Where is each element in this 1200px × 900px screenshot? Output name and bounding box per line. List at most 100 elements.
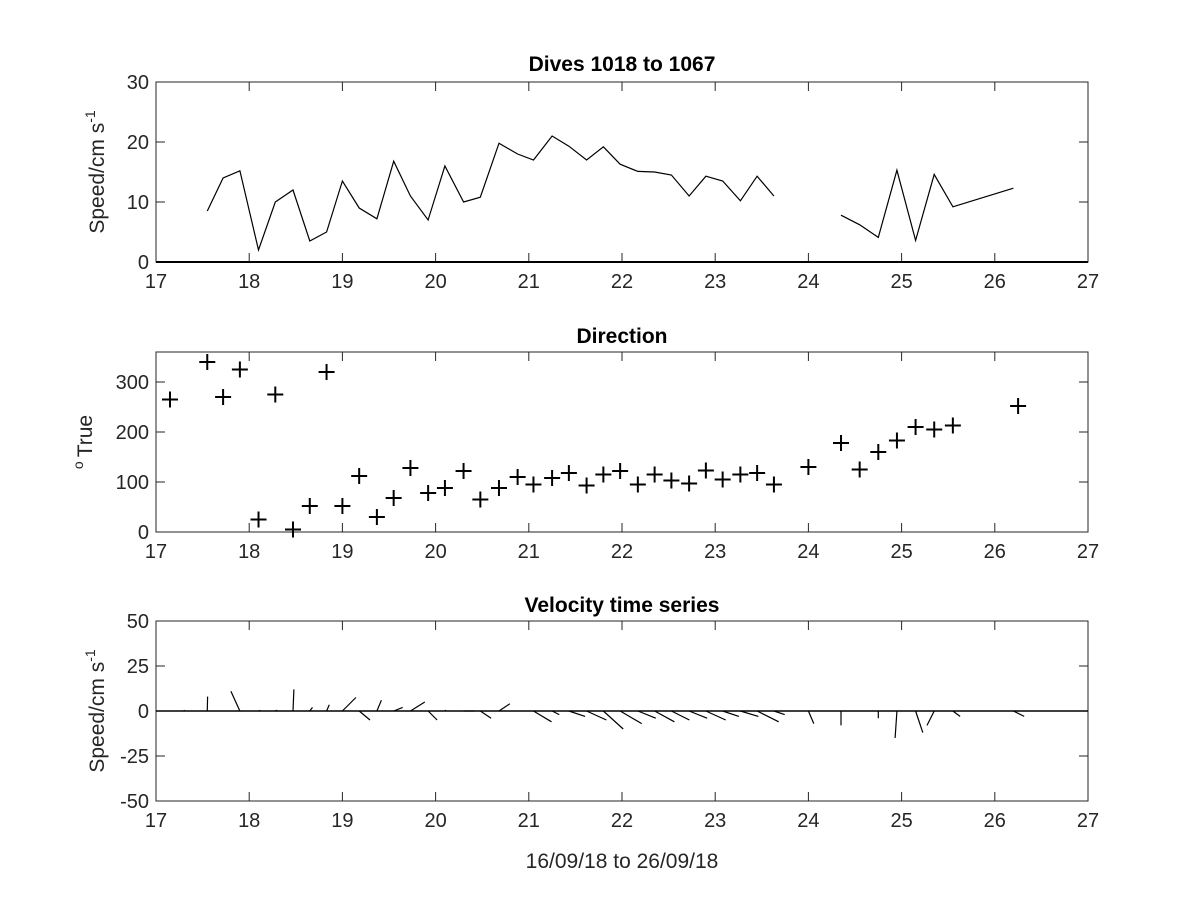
velocity-stick [410, 701, 426, 712]
velocity-x-tick-label: 21 [518, 810, 540, 832]
velocity-stick [619, 710, 643, 725]
speed-x-tick-label: 18 [238, 271, 260, 293]
velocity-x-tick-label: 18 [238, 810, 260, 832]
velocity-y-tick-label: 0 [138, 701, 149, 723]
direction-point [732, 466, 749, 483]
velocity-sticks [156, 689, 1088, 739]
velocity-stick [568, 710, 586, 717]
direction-ticks: 17 18 19 20 21 22 23 24 25 26 27 0 100 200 300 [116, 352, 1099, 563]
velocity-stick [807, 710, 815, 724]
velocity-stick [740, 710, 759, 717]
direction-y-tick-label: 200 [116, 422, 149, 444]
velocity-y-tick-label: -25 [120, 746, 149, 768]
direction-point [215, 389, 232, 405]
direction-point [161, 391, 178, 408]
speed-x-tick-label: 17 [145, 271, 167, 293]
direction-point [334, 498, 351, 514]
speed-x-tick-label: 26 [984, 271, 1006, 293]
direction-point [800, 459, 817, 475]
velocity-stick [309, 707, 313, 712]
velocity-x-tick-label: 19 [331, 810, 353, 832]
velocity-stick [258, 709, 261, 712]
direction-x-tick-label: 27 [1077, 541, 1099, 563]
direction-point [490, 480, 507, 496]
velocity-stick [602, 710, 624, 730]
direction-y-tick-label: 0 [138, 522, 149, 544]
direction-point [250, 511, 267, 528]
velocity-x-tick-label: 17 [145, 810, 167, 832]
speed-ticks: 17 18 19 20 21 22 23 24 25 26 27 0 10 20 30 [127, 72, 1099, 293]
direction-point [612, 463, 629, 479]
direction-point [385, 490, 402, 506]
direction-point [629, 476, 646, 493]
direction-point [368, 509, 385, 525]
speed-x-tick-label: 20 [424, 271, 446, 293]
velocity-stick [326, 704, 330, 712]
velocity-stick [480, 710, 492, 719]
direction-point [1010, 398, 1027, 414]
velocity-stick [1013, 710, 1025, 717]
direction-x-tick-label: 20 [424, 541, 446, 563]
speed-y-tick-label: 0 [138, 252, 149, 274]
speed-line [156, 135, 1088, 263]
velocity-panel: Velocity time series Speed/cm s-1 17 18 19… [82, 594, 1099, 873]
speed-x-tick-label: 27 [1077, 271, 1099, 293]
direction-point [318, 364, 335, 380]
speed-ylabel: Speed/cm s-1 [82, 110, 109, 234]
speed-axes-box [155, 81, 1089, 263]
velocity-title: Velocity time series [525, 594, 720, 617]
velocity-ticks: 17 18 19 20 21 22 23 24 25 26 27 50 25 0 -25 -50 [120, 611, 1099, 832]
velocity-stick [915, 710, 924, 733]
direction-point [888, 432, 905, 449]
direction-x-tick-label: 17 [145, 541, 167, 563]
velocity-y-tick-label: -50 [120, 791, 149, 813]
direction-point [560, 465, 577, 481]
velocity-ylabel: Speed/cm s-1 [82, 649, 109, 773]
direction-x-tick-label: 18 [238, 541, 260, 563]
speed-y-tick-label: 10 [127, 192, 149, 214]
velocity-x-tick-label: 20 [424, 810, 446, 832]
velocity-stick [376, 699, 382, 712]
velocity-stick [358, 710, 371, 721]
velocity-stick [393, 706, 403, 712]
velocity-y-tick-label: 25 [127, 656, 149, 678]
direction-x-tick-label: 24 [797, 541, 819, 563]
velocity-stick [341, 697, 357, 712]
direction-x-tick-label: 25 [890, 541, 912, 563]
direction-point [351, 468, 368, 484]
velocity-stick [756, 710, 779, 723]
velocity-stick [654, 710, 675, 723]
direction-point [285, 521, 302, 538]
velocity-x-tick-label: 25 [890, 810, 912, 832]
direction-point [436, 480, 453, 496]
direction-point [301, 498, 318, 514]
speed-x-tick-label: 24 [797, 271, 819, 293]
velocity-x-tick-label: 23 [704, 810, 726, 832]
direction-point [525, 476, 542, 493]
speed-y-tick-label: 30 [127, 72, 149, 94]
velocity-stick [586, 710, 607, 721]
direction-x-tick-label: 23 [704, 541, 726, 563]
velocity-stick [183, 709, 186, 712]
velocity-x-tick-label: 22 [611, 810, 633, 832]
velocity-y-tick-label: 50 [127, 611, 149, 633]
direction-x-tick-label: 21 [518, 541, 540, 563]
velocity-stick [292, 689, 295, 712]
speed-x-tick-label: 21 [518, 271, 540, 293]
direction-x-tick-label: 22 [611, 541, 633, 563]
direction-x-tick-label: 19 [331, 541, 353, 563]
speed-x-tick-label: 19 [331, 271, 353, 293]
velocity-stick [722, 710, 740, 717]
direction-title: Direction [576, 325, 667, 348]
velocity-stick [551, 710, 560, 716]
direction-point [833, 435, 850, 451]
velocity-stick [275, 709, 278, 712]
direction-point [851, 461, 868, 478]
direction-point [646, 466, 663, 483]
velocity-stick [894, 710, 898, 739]
direction-markers [161, 354, 1027, 538]
speed-x-tick-label: 22 [611, 271, 633, 293]
velocity-stick [773, 710, 785, 716]
direction-point [420, 485, 437, 501]
